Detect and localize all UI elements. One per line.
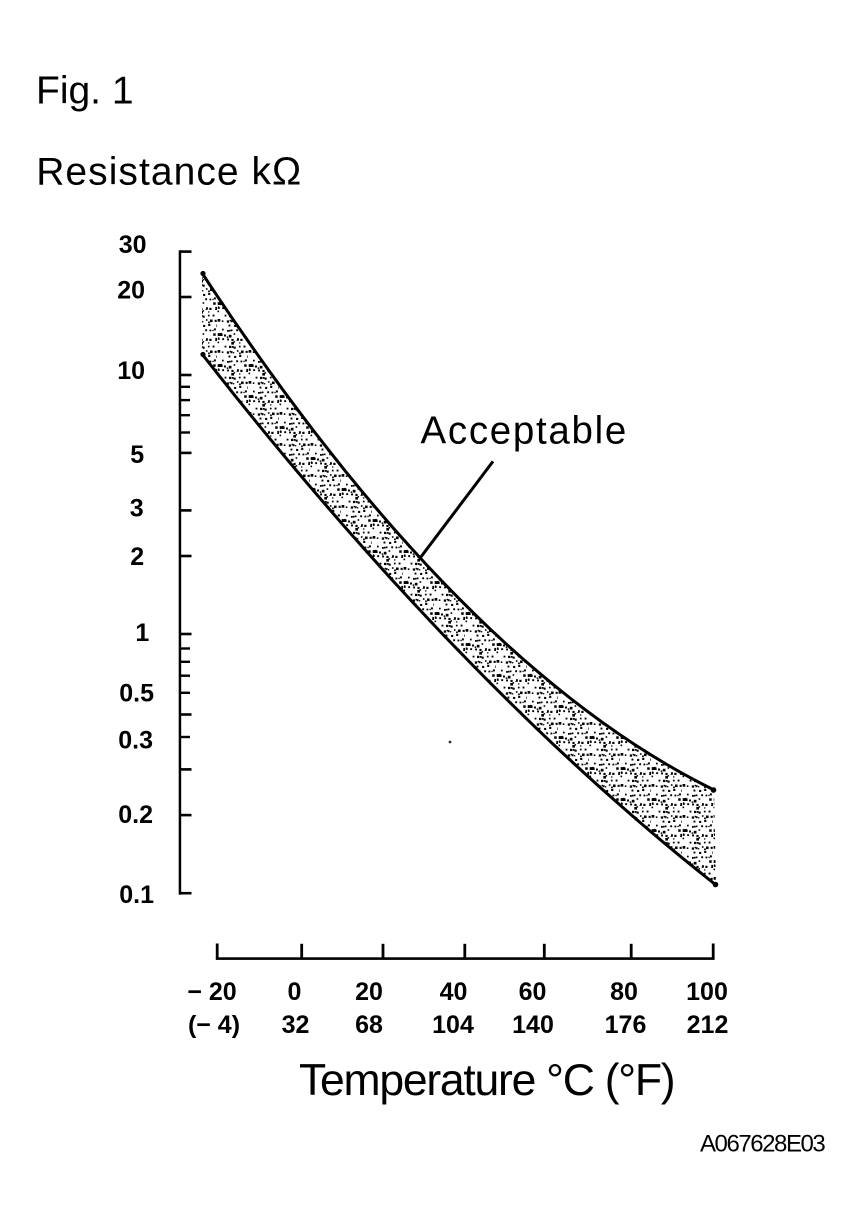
svg-text:40: 40 [440,978,468,1006]
svg-text:(− 4): (− 4) [188,1011,240,1039]
svg-text:20: 20 [355,978,383,1006]
svg-text:30: 30 [119,231,147,259]
svg-text:Resistance kΩ: Resistance kΩ [36,151,302,194]
svg-text:− 20: − 20 [187,978,236,1006]
svg-text:Temperature °C (°F): Temperature °C (°F) [299,1056,674,1105]
svg-text:10: 10 [117,357,145,385]
svg-text:140: 140 [512,1011,554,1039]
svg-text:0.2: 0.2 [118,801,153,829]
svg-text:20: 20 [117,277,145,305]
svg-text:104: 104 [432,1011,474,1039]
svg-text:2: 2 [130,543,144,571]
svg-text:3: 3 [130,495,144,523]
svg-text:Acceptable: Acceptable [421,410,629,453]
svg-text:1: 1 [135,619,149,647]
svg-text:5: 5 [130,441,144,469]
svg-text:A067628E03: A067628E03 [700,1131,825,1158]
svg-text:176: 176 [605,1011,647,1039]
svg-text:0.5: 0.5 [119,680,154,708]
svg-text:0.1: 0.1 [119,881,154,909]
svg-text:68: 68 [355,1011,383,1039]
svg-text:0.3: 0.3 [118,727,153,755]
svg-text:Fig. 1: Fig. 1 [36,70,134,113]
svg-text:0: 0 [288,978,302,1006]
svg-text:100: 100 [686,978,728,1006]
svg-text:80: 80 [610,978,638,1006]
svg-text:212: 212 [687,1011,729,1039]
svg-text:32: 32 [282,1011,310,1039]
svg-text:60: 60 [519,978,547,1006]
